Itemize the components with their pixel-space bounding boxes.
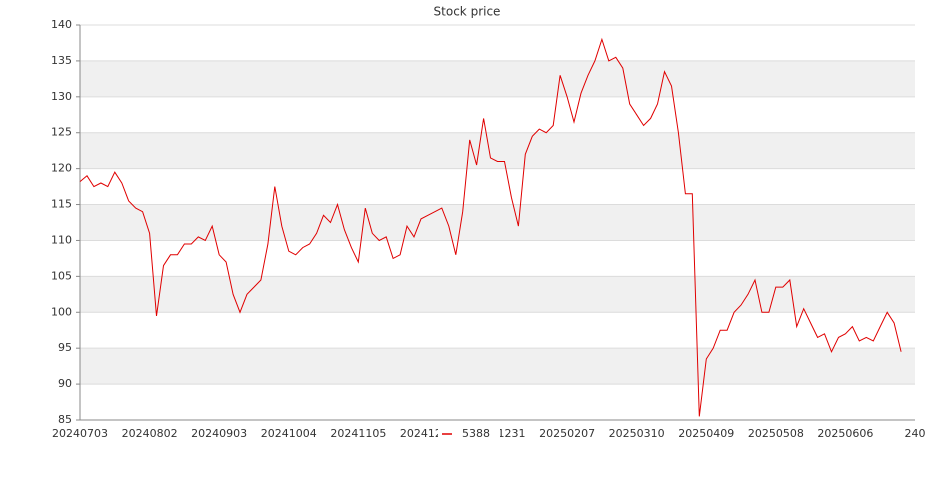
grid-band [80,204,915,241]
y-tick-label: 125 [51,126,72,139]
legend-label: 5388 [462,427,490,440]
grid-band [80,60,915,97]
y-tick-label: 90 [58,377,72,390]
x-tick-label: 20250310 [609,427,665,440]
y-tick-label: 85 [58,413,72,426]
legend-box [438,426,500,442]
y-tick-label: 105 [51,269,72,282]
y-tick-label: 100 [51,305,72,318]
y-tick-label: 135 [51,54,72,67]
x-tick-label: 20250508 [748,427,804,440]
y-tick-label: 95 [58,341,72,354]
y-tick-label: 115 [51,198,72,211]
y-tick-label: 140 [51,18,72,31]
x-tick-label: 20240703 [52,427,108,440]
grid-band [80,132,915,169]
chart-title: Stock price [434,5,501,19]
y-tick-label: 120 [51,162,72,175]
x-tick-label: 20250409 [678,427,734,440]
x-tick-label: 240 [905,427,926,440]
grid-band [80,276,915,313]
y-tick-label: 130 [51,90,72,103]
price-line [79,37,902,417]
x-tick-label: 20250606 [817,427,873,440]
x-tick-label: 20240903 [191,427,247,440]
x-tick-label: 20241004 [261,427,317,440]
y-tick-label: 110 [51,233,72,246]
x-tick-label: 20240802 [122,427,178,440]
x-tick-label: 20241105 [330,427,386,440]
x-tick-label: 20250207 [539,427,595,440]
grid-band [80,348,915,385]
